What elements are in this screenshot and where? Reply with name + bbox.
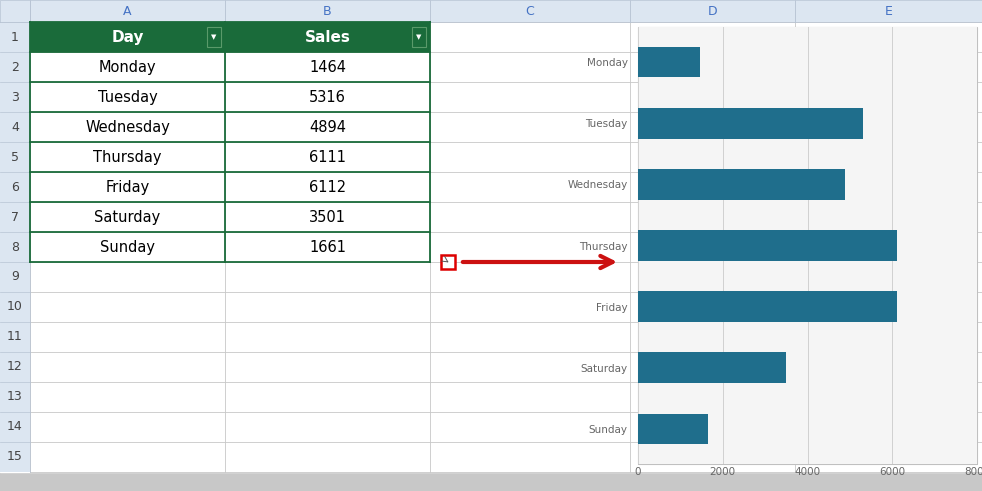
Text: Monday: Monday xyxy=(98,59,156,75)
Bar xyxy=(0,262,30,292)
Text: 8: 8 xyxy=(11,241,19,253)
Text: B: B xyxy=(323,4,332,18)
Text: Thursday: Thursday xyxy=(93,149,162,164)
Text: 6: 6 xyxy=(11,181,19,193)
Text: A: A xyxy=(124,4,132,18)
Text: 3501: 3501 xyxy=(309,210,346,224)
Text: Wednesday: Wednesday xyxy=(85,119,170,135)
Bar xyxy=(638,230,897,261)
Text: 5: 5 xyxy=(11,151,19,164)
Text: E: E xyxy=(885,4,893,18)
Text: 4894: 4894 xyxy=(309,119,346,135)
Bar xyxy=(638,27,977,464)
Bar xyxy=(0,112,30,142)
Bar xyxy=(638,27,977,464)
Bar xyxy=(0,292,30,322)
Bar xyxy=(0,172,30,202)
Bar xyxy=(638,169,846,200)
Bar xyxy=(30,22,430,52)
Text: 6112: 6112 xyxy=(309,180,346,194)
Bar xyxy=(0,52,30,82)
Bar xyxy=(412,27,426,47)
Bar xyxy=(0,322,30,352)
Text: Saturday: Saturday xyxy=(94,210,161,224)
Text: 1: 1 xyxy=(11,30,19,44)
Text: 5316: 5316 xyxy=(309,89,346,105)
Bar xyxy=(638,353,787,383)
Text: Sales: Sales xyxy=(304,29,351,45)
Text: 12: 12 xyxy=(7,360,23,374)
Text: 1661: 1661 xyxy=(309,240,346,254)
Bar xyxy=(207,27,221,47)
Bar xyxy=(0,352,30,382)
Bar xyxy=(0,232,30,262)
Text: D: D xyxy=(708,4,717,18)
Bar xyxy=(0,412,30,442)
Bar xyxy=(441,255,455,269)
Text: 1464: 1464 xyxy=(309,59,346,75)
Bar xyxy=(795,0,982,22)
Text: Sunday: Sunday xyxy=(100,240,155,254)
Text: 13: 13 xyxy=(7,390,23,404)
Bar xyxy=(225,0,430,22)
Text: 14: 14 xyxy=(7,420,23,434)
Bar xyxy=(638,291,897,322)
Bar xyxy=(0,142,30,172)
Bar xyxy=(430,0,630,22)
Bar xyxy=(30,0,225,22)
Bar xyxy=(0,442,30,472)
Text: 7: 7 xyxy=(11,211,19,223)
Bar xyxy=(638,108,863,138)
Bar xyxy=(638,413,708,444)
Text: ▼: ▼ xyxy=(416,34,421,40)
Text: 2: 2 xyxy=(11,60,19,74)
Bar xyxy=(0,382,30,412)
Text: 9: 9 xyxy=(11,271,19,283)
Text: 10: 10 xyxy=(7,300,23,313)
Text: Day: Day xyxy=(111,29,143,45)
Text: Friday: Friday xyxy=(105,180,149,194)
Text: 4: 4 xyxy=(11,120,19,134)
Text: Tuesday: Tuesday xyxy=(97,89,157,105)
Text: 6111: 6111 xyxy=(309,149,346,164)
Bar xyxy=(0,82,30,112)
Bar xyxy=(630,0,795,22)
Bar xyxy=(0,22,30,52)
Text: 3: 3 xyxy=(11,90,19,104)
Bar xyxy=(638,47,700,78)
Text: 15: 15 xyxy=(7,451,23,464)
Bar xyxy=(0,0,30,22)
Text: 11: 11 xyxy=(7,330,23,344)
Text: ▼: ▼ xyxy=(211,34,217,40)
Text: C: C xyxy=(525,4,534,18)
Bar xyxy=(0,202,30,232)
